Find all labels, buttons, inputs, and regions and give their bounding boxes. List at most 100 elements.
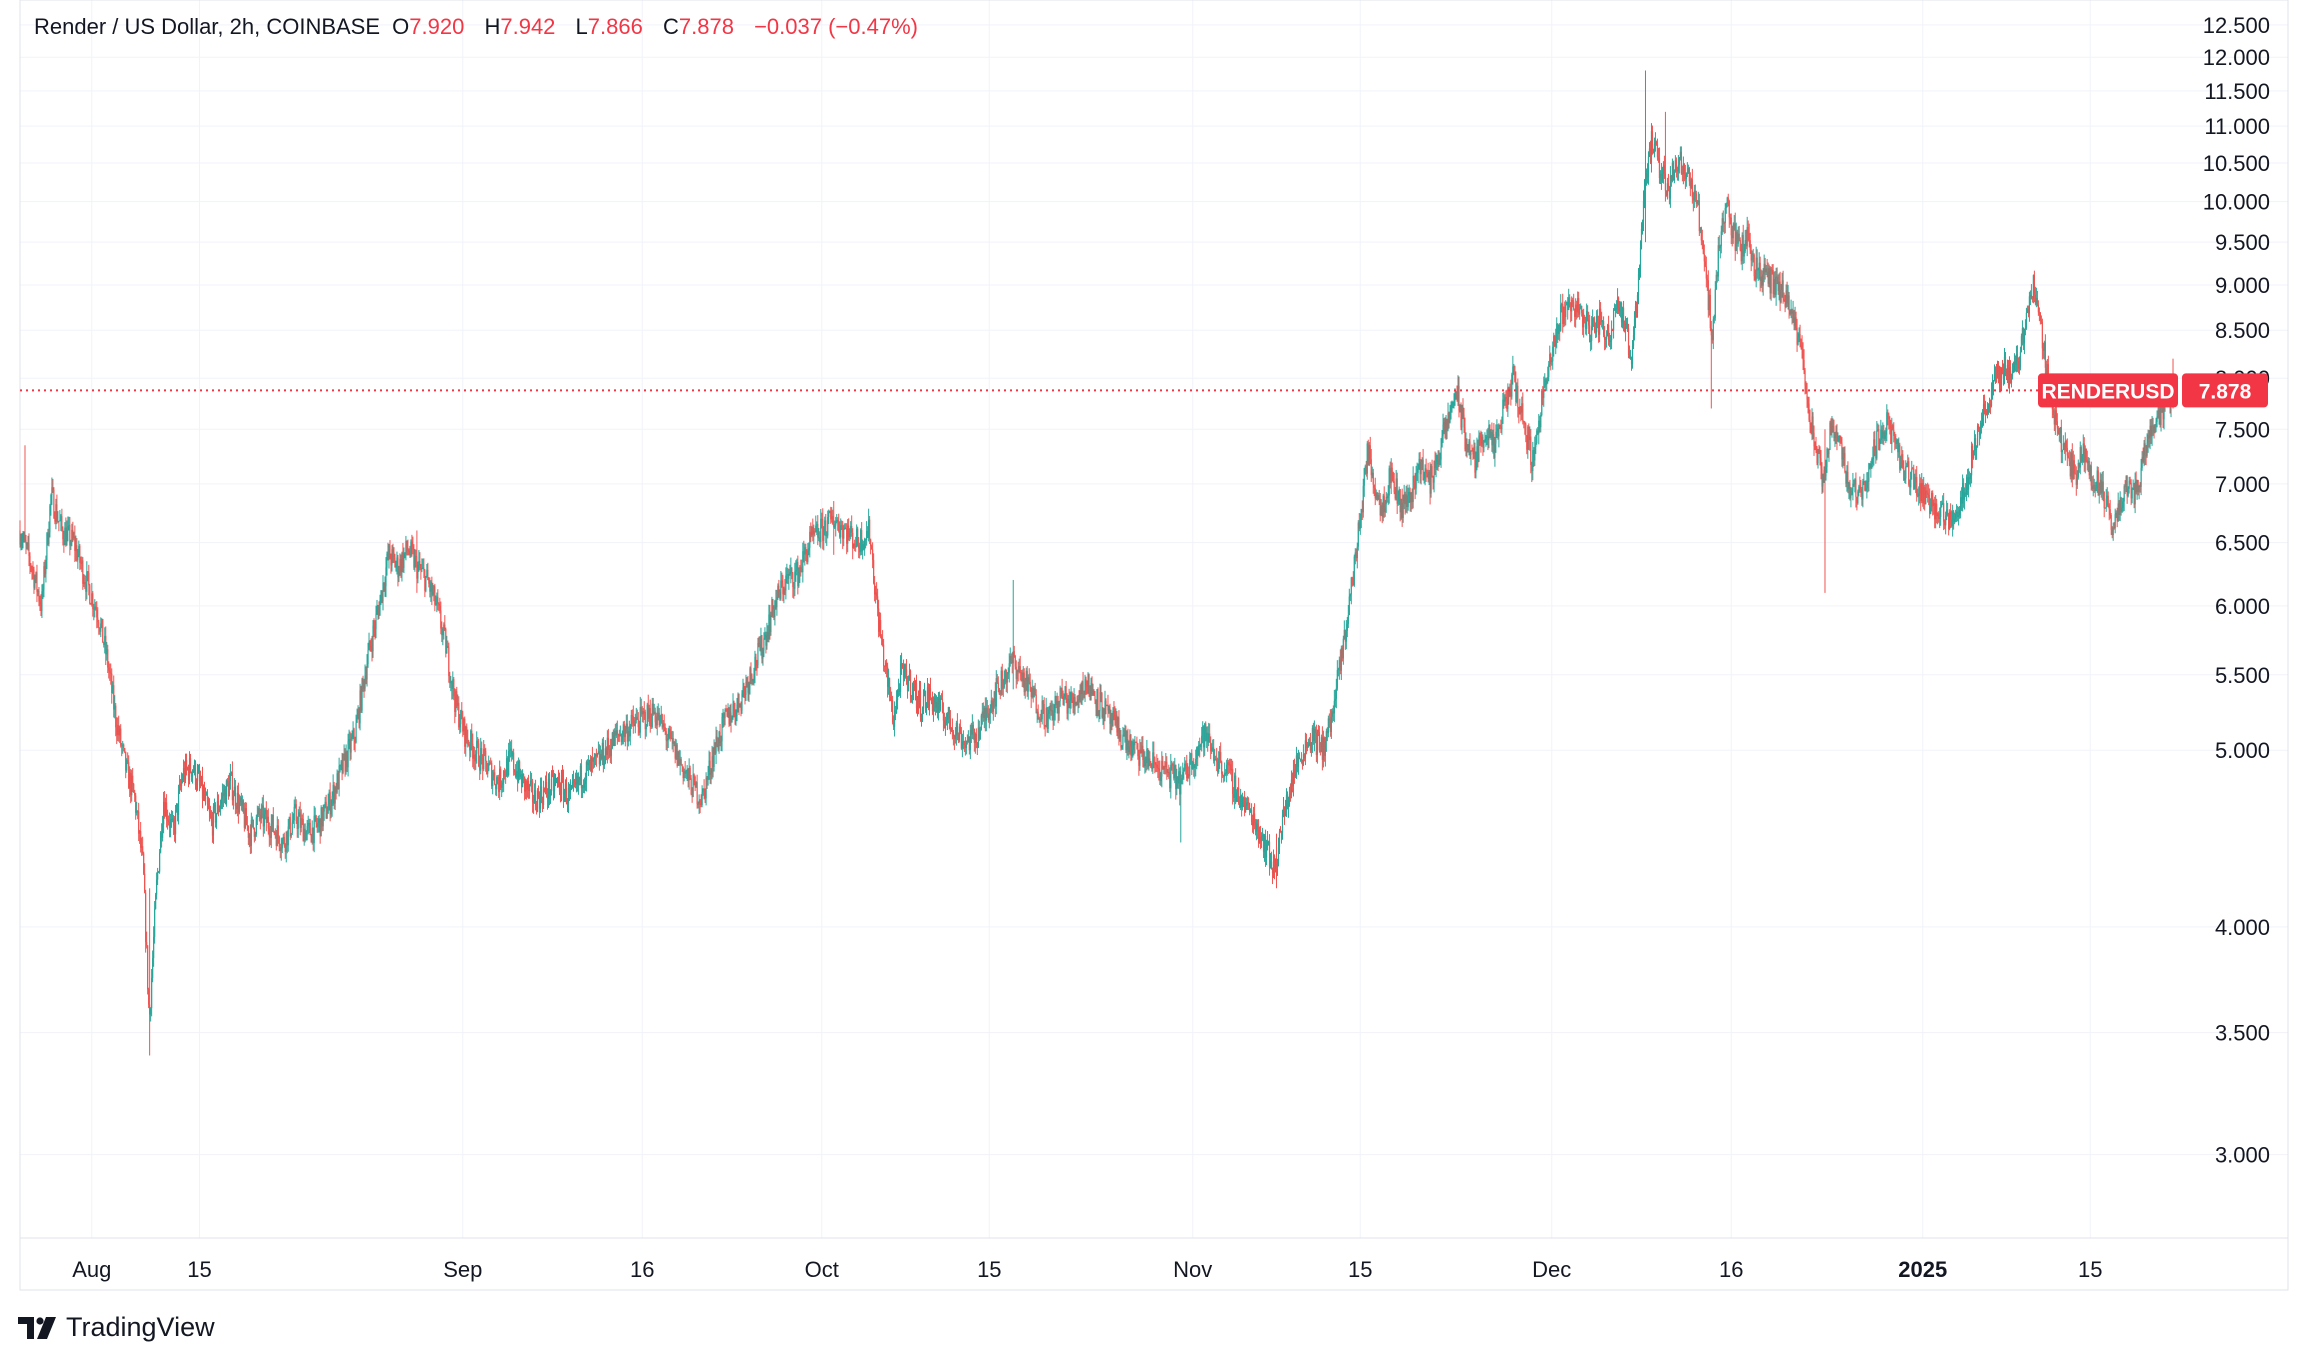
candle: [707, 765, 709, 786]
candle: [535, 800, 538, 815]
candle: [2154, 424, 2156, 434]
candle: [275, 829, 277, 851]
candle: [1849, 479, 1851, 501]
candle: [486, 760, 488, 775]
candle: [338, 757, 340, 797]
candle: [1279, 826, 1282, 833]
candle: [1102, 707, 1104, 725]
candle: [1497, 424, 1499, 440]
candle: [1230, 758, 1232, 775]
candle: [911, 682, 914, 704]
legend-title: Render / US Dollar, 2h, COINBASE: [34, 14, 381, 39]
candle: [422, 558, 424, 570]
candle: [90, 602, 92, 605]
candle: [509, 739, 511, 762]
candle: [74, 525, 76, 563]
candle: [1926, 484, 1928, 499]
candle: [1196, 746, 1198, 770]
candle: [983, 705, 985, 729]
candle: [2023, 328, 2026, 355]
price-tick-label: 3.000: [2215, 1143, 2270, 1168]
candle: [1105, 698, 1107, 715]
candle: [2020, 333, 2023, 353]
candle: [957, 732, 959, 744]
candle: [1527, 425, 1529, 459]
candle: [1834, 432, 1836, 447]
candle: [331, 791, 333, 817]
candle: [974, 732, 976, 754]
candle: [1243, 790, 1246, 817]
candle: [1604, 336, 1607, 350]
candle: [339, 764, 341, 773]
candle: [1103, 708, 1105, 730]
candle: [904, 663, 907, 679]
candle: [1053, 704, 1055, 726]
candle: [1041, 695, 1043, 725]
candle: [1051, 700, 1053, 721]
candle: [1637, 267, 1640, 305]
candle: [1593, 317, 1595, 327]
candle: [99, 627, 101, 635]
candle: [1709, 288, 1711, 332]
candle: [1171, 760, 1173, 771]
candle: [1610, 320, 1613, 350]
candle: [752, 678, 754, 685]
candle: [1794, 306, 1796, 331]
candle: [1507, 383, 1509, 417]
candle: [644, 709, 646, 740]
candle: [1062, 690, 1064, 706]
candle: [208, 798, 211, 822]
candle: [966, 734, 968, 745]
candle: [1804, 367, 1806, 395]
candle: [1519, 398, 1521, 415]
candle: [1866, 472, 1868, 499]
price-tick-label: 8.500: [2215, 318, 2270, 343]
candle: [945, 712, 948, 726]
candle: [671, 730, 673, 750]
candle: [787, 567, 789, 585]
price-tag: RENDERUSD 7.878: [2038, 373, 2268, 408]
candle: [987, 705, 989, 723]
candle: [717, 737, 719, 752]
candle: [151, 968, 153, 1017]
candle: [1763, 254, 1765, 283]
candle: [1316, 729, 1318, 764]
candle: [1012, 579, 1014, 690]
candle: [626, 714, 628, 751]
candle: [720, 735, 722, 752]
tradingview-logo[interactable]: TradingView: [18, 1312, 215, 1343]
candle: [677, 750, 679, 767]
candle: [2060, 419, 2062, 464]
candle: [1419, 451, 1421, 484]
candle: [499, 760, 501, 801]
candle: [695, 781, 697, 788]
candle: [680, 756, 682, 766]
candle: [1752, 248, 1754, 263]
candle: [1064, 686, 1066, 700]
tradingview-logo-icon: [18, 1316, 56, 1339]
candle: [592, 757, 595, 769]
candle: [578, 776, 581, 786]
candle: [508, 742, 510, 777]
candle: [438, 602, 440, 612]
candle: [1655, 140, 1658, 146]
candle: [849, 528, 851, 542]
candle: [49, 503, 51, 538]
candle: [1010, 653, 1012, 664]
candle: [1129, 729, 1131, 755]
candle: [226, 778, 229, 787]
candle: [1049, 702, 1051, 721]
candle: [2041, 318, 2043, 360]
candle: [542, 780, 545, 810]
candle: [570, 784, 573, 791]
candle: [211, 811, 214, 843]
candle: [551, 765, 554, 778]
candle: [1933, 499, 1935, 515]
candle: [1547, 366, 1549, 384]
candle: [428, 577, 430, 588]
candle: [875, 585, 877, 604]
candle: [123, 743, 125, 752]
candle: [978, 720, 980, 742]
candle: [158, 870, 160, 874]
